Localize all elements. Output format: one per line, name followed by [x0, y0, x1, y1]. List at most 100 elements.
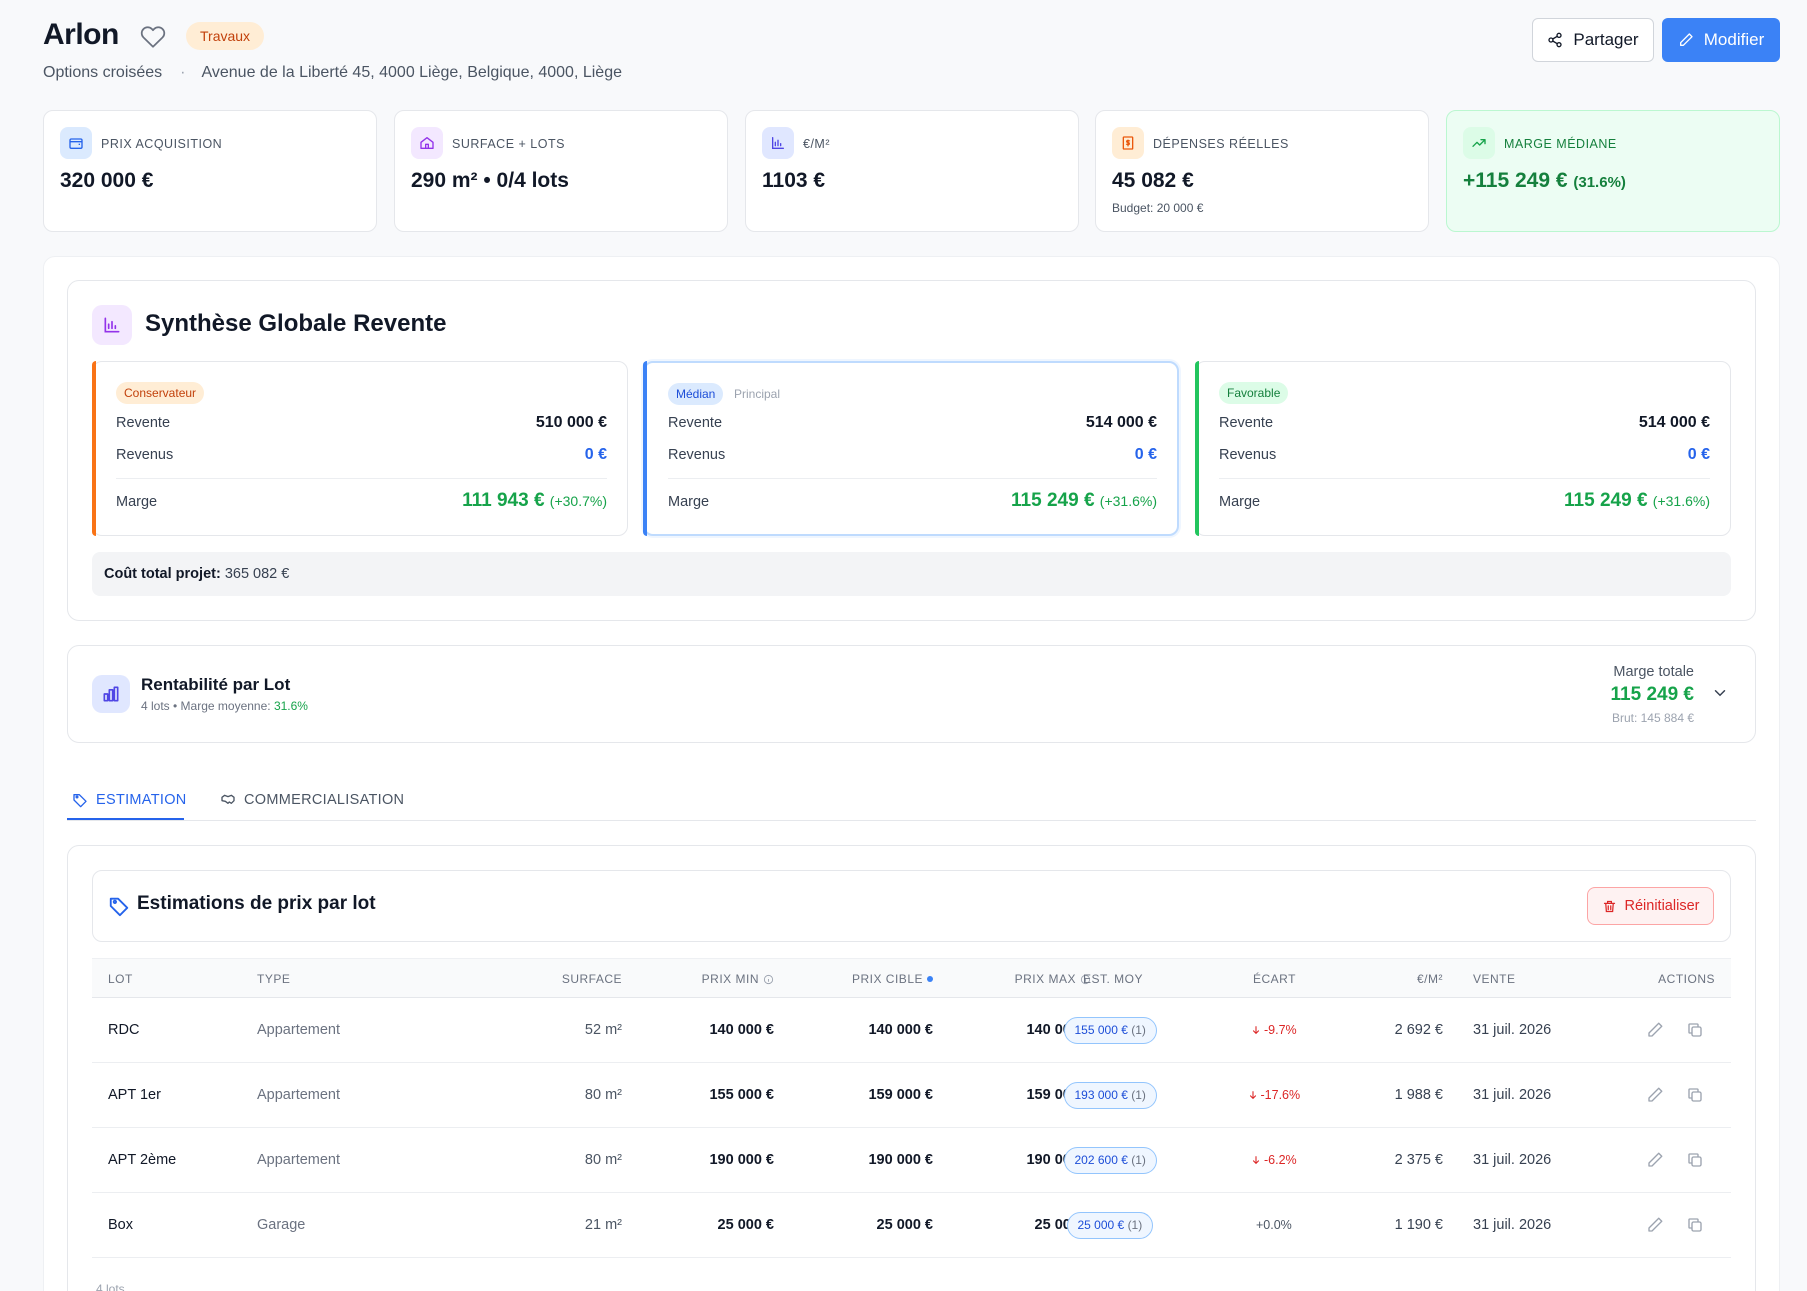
kpi-value: 290 m² • 0/4 lots — [411, 169, 569, 192]
scenario-card-median: Médian Principal Revente 514 000 € Revenu… — [643, 361, 1179, 536]
chart-icon — [92, 305, 132, 345]
rentabilite-card[interactable] — [67, 645, 1756, 743]
kpi-label: DÉPENSES RÉELLES — [1153, 137, 1289, 151]
tab-estimation[interactable]: ESTIMATION — [72, 782, 187, 818]
cell-prix-m2: 1 988 € — [1394, 1087, 1443, 1103]
page-subtitle: Options croisées · Avenue de la Liberté … — [43, 64, 622, 82]
marge-label: Marge — [668, 494, 710, 510]
table-row: RDC Appartement 52 m² 140 000 €140 000 €140… — [92, 998, 1731, 1063]
pencil-icon[interactable] — [1646, 1216, 1664, 1234]
table-row: Box Garage 21 m² 25 000 €25 000 €25 000 €25… — [92, 1193, 1731, 1258]
marge-value: 115 249 € (+31.6%) — [1564, 490, 1710, 511]
cell-prix-cible[interactable]: 159 000 € — [868, 1087, 933, 1103]
share-icon — [1548, 32, 1563, 48]
footer-count: 4 lots — [96, 1282, 125, 1291]
tag-icon — [73, 794, 87, 808]
cell-prix-cible[interactable]: 190 000 € — [868, 1152, 933, 1168]
cell-prix-m2: 2 375 € — [1394, 1152, 1443, 1168]
cell-lot: APT 1er — [108, 1087, 161, 1103]
est-moy-pill[interactable]: 155 000 € (1) — [1063, 1017, 1157, 1044]
copy-icon[interactable] — [1686, 1216, 1704, 1234]
kpi-label: PRIX ACQUISITION — [101, 137, 223, 151]
col-surface[interactable]: SURFACE — [561, 972, 622, 986]
scenario-card-conservateur: Conservateur Revente 510 000 € Revenus 0 €… — [92, 361, 628, 536]
subtitle-left: Options croisées — [43, 64, 163, 81]
est-moy-pill[interactable]: 202 600 € (1) — [1063, 1147, 1157, 1174]
col-prix-m2[interactable]: €/M² — [1417, 972, 1443, 986]
share-button[interactable]: Partager — [1532, 18, 1654, 62]
cell-prix-min[interactable]: 25 000 € — [717, 1217, 774, 1233]
cell-prix-min[interactable]: 155 000 € — [709, 1087, 774, 1103]
scenario-tag-secondary: Principal — [734, 387, 781, 401]
cell-lot: APT 2ème — [108, 1152, 177, 1168]
revenus-value: 0 € — [1134, 446, 1157, 463]
col-est-moy[interactable]: EST. MOY — [1083, 972, 1144, 986]
est-moy-pill[interactable]: 193 000 € (1) — [1063, 1082, 1157, 1109]
estimations-header — [92, 870, 1731, 942]
home-icon — [411, 127, 443, 159]
col-prix-max[interactable]: PRIX MAX — [1015, 972, 1091, 986]
kpi-card-depenses: DÉPENSES RÉELLES 45 082 € Budget: 20 000… — [1095, 110, 1429, 232]
heart-icon[interactable] — [140, 24, 166, 50]
revenus-label: Revenus — [116, 447, 174, 463]
cell-prix-cible[interactable]: 140 000 € — [868, 1022, 933, 1038]
cell-vente: 31 juil. 2026 — [1473, 1217, 1552, 1233]
marge-totale-value: 115 249 € — [1610, 684, 1694, 705]
pencil-icon[interactable] — [1646, 1151, 1664, 1169]
cout-label: Coût total projet: — [104, 566, 221, 582]
tab-divider — [67, 820, 1756, 821]
scenario-card-favorable: Favorable Revente 514 000 € Revenus 0 € Ma… — [1195, 361, 1731, 536]
table-header: LOT TYPE SURFACE PRIX MIN PRIX CIBLE PRI… — [92, 958, 1731, 998]
trending-up-icon — [1463, 127, 1495, 159]
page-title: Arlon — [43, 18, 119, 51]
est-moy-pill[interactable]: 25 000 € (1) — [1066, 1212, 1154, 1239]
arrow-down-icon — [1249, 1091, 1256, 1100]
kpi-value: +115 249 € (31.6%) — [1463, 169, 1626, 192]
kpi-value: 1103 € — [762, 169, 826, 192]
cell-lot: Box — [108, 1217, 133, 1233]
kpi-card-marge-mediane: MARGE MÉDIANE +115 249 € (31.6%) — [1446, 110, 1780, 232]
address: Avenue de la Liberté 45, 4000 Liège, Bel… — [201, 64, 623, 81]
revente-label: Revente — [1219, 415, 1274, 431]
marge-label: Marge — [116, 494, 158, 510]
cell-surface: 80 m² — [584, 1087, 622, 1103]
col-prix-min[interactable]: PRIX MIN — [702, 972, 774, 986]
cell-ecart: -6.2% — [1251, 1128, 1297, 1193]
subtitle-separator: · — [180, 64, 186, 81]
kpi-value-pct: (31.6%) — [1573, 174, 1626, 191]
synthese-title: Synthèse Globale Revente — [145, 310, 447, 337]
pencil-icon[interactable] — [1646, 1021, 1664, 1039]
cell-surface: 21 m² — [584, 1217, 622, 1233]
pencil-icon — [1679, 33, 1693, 46]
col-ecart[interactable]: ÉCART — [1253, 972, 1296, 986]
rentabilite-title: Rentabilité par Lot — [141, 675, 291, 694]
reset-button[interactable]: Réinitialiser — [1587, 887, 1714, 925]
chevron-down-icon[interactable] — [1711, 684, 1729, 702]
copy-icon[interactable] — [1686, 1021, 1704, 1039]
revenus-value: 0 € — [584, 446, 607, 463]
col-type[interactable]: TYPE — [257, 972, 291, 986]
cell-prix-cible[interactable]: 25 000 € — [876, 1217, 933, 1233]
cell-ecart: -9.7% — [1251, 998, 1297, 1063]
copy-icon[interactable] — [1686, 1086, 1704, 1104]
revente-label: Revente — [668, 415, 723, 431]
edit-button[interactable]: Modifier — [1662, 18, 1780, 62]
copy-icon[interactable] — [1686, 1151, 1704, 1169]
col-lot[interactable]: LOT — [108, 972, 133, 986]
cell-vente: 31 juil. 2026 — [1473, 1022, 1552, 1038]
cell-prix-min[interactable]: 140 000 € — [709, 1022, 774, 1038]
cell-type: Appartement — [257, 1152, 341, 1168]
cell-prix-m2: 1 190 € — [1394, 1217, 1443, 1233]
tab-commercialisation[interactable]: COMMERCIALISATION — [220, 782, 404, 818]
cell-surface: 52 m² — [584, 1022, 622, 1038]
col-prix-cible[interactable]: PRIX CIBLE — [852, 972, 933, 986]
cell-prix-min[interactable]: 190 000 € — [709, 1152, 774, 1168]
kpi-sub: Budget: 20 000 € — [1112, 201, 1204, 215]
dot-icon — [927, 976, 933, 982]
revente-value: 514 000 € — [1638, 414, 1710, 431]
status-badge: Travaux — [186, 22, 265, 50]
pencil-icon[interactable] — [1646, 1086, 1664, 1104]
col-vente[interactable]: VENTE — [1473, 972, 1516, 986]
cell-ecart: +0.0% — [1256, 1218, 1292, 1232]
revente-value: 510 000 € — [535, 414, 607, 431]
